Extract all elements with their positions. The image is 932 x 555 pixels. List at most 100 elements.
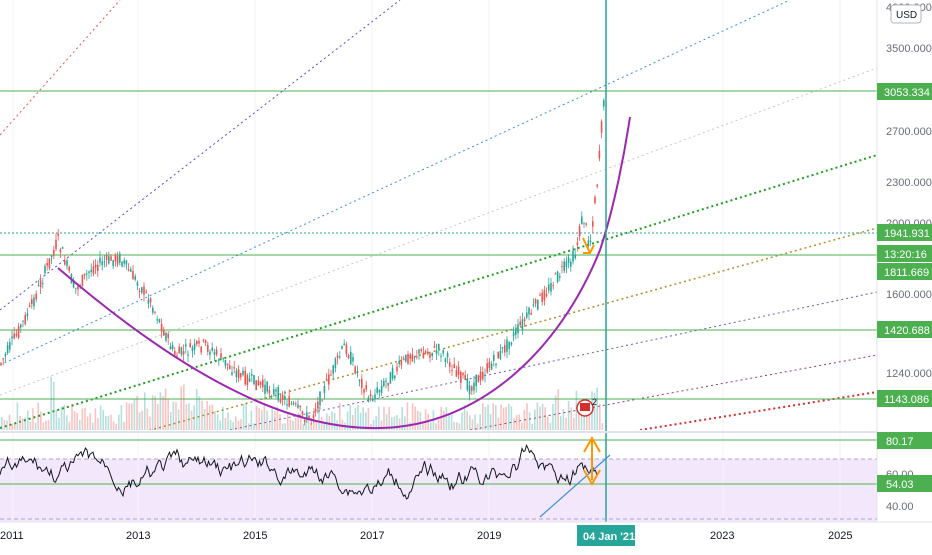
candle-body	[39, 280, 42, 288]
volume-bar	[508, 403, 510, 430]
candle-body	[429, 353, 431, 358]
candle-body	[156, 319, 158, 321]
candle-body	[356, 371, 359, 373]
candle-body	[28, 305, 31, 307]
volume-bar	[232, 422, 234, 430]
candle-body	[121, 261, 123, 267]
volume-bar	[66, 415, 68, 430]
volume-bar	[146, 408, 149, 430]
candle-body	[543, 289, 546, 301]
countdown-label: 13:20:16	[884, 249, 927, 261]
volume-bar	[115, 423, 117, 430]
candle-body	[438, 344, 440, 350]
volume-bar	[11, 423, 13, 430]
volume-bar	[92, 422, 94, 430]
candle-body	[83, 273, 86, 276]
event-badge[interactable]: 2	[576, 397, 597, 417]
volume-bar	[406, 402, 409, 430]
candle-body	[460, 371, 462, 383]
volume-bar	[562, 409, 565, 430]
candle-body	[354, 366, 356, 374]
time-axis[interactable]	[0, 522, 932, 550]
candle-body	[306, 412, 308, 420]
volume-bar	[391, 417, 393, 430]
volume-bar	[193, 405, 195, 430]
candle-body	[75, 287, 77, 289]
volume-bar	[222, 406, 224, 430]
candle-body	[189, 343, 191, 348]
candle-body	[526, 312, 528, 318]
volume-bar	[466, 411, 468, 430]
volume-bar	[240, 418, 242, 430]
volume-bar	[274, 410, 276, 430]
price-labels: 3053.334 1941.931 13:20:16 1811.669 1420…	[877, 83, 932, 492]
candle-body	[559, 276, 561, 278]
candle-body	[449, 362, 451, 367]
candle-body	[427, 351, 429, 355]
volume-bar	[42, 422, 45, 430]
event-badge-count: 2	[592, 397, 597, 407]
volume-bar	[297, 412, 299, 430]
volume-bar	[482, 403, 484, 430]
candle-body	[266, 381, 268, 392]
volume-bar	[523, 409, 526, 430]
candle-body	[532, 304, 535, 306]
candle-body	[68, 266, 70, 271]
volume-bar	[419, 412, 422, 430]
volume-bar	[53, 381, 55, 430]
currency-badge[interactable]: USD	[890, 4, 922, 24]
candle-body	[321, 400, 323, 402]
volume-bar	[185, 404, 188, 430]
price-series	[0, 98, 605, 426]
volume-bar	[133, 398, 136, 430]
volume-bar	[393, 416, 396, 430]
volume-bar	[552, 403, 554, 430]
volume-bar	[411, 403, 414, 430]
candle-body	[405, 354, 407, 362]
candle-body	[279, 399, 282, 403]
candle-body	[57, 233, 59, 236]
volume-bar	[128, 403, 130, 430]
current-date-label-bg	[577, 525, 635, 546]
candle-body	[90, 269, 92, 273]
candle-body	[281, 395, 284, 401]
candle-body	[380, 385, 383, 393]
candle-body	[490, 363, 493, 370]
candle-body	[589, 240, 592, 242]
volume-bar	[229, 419, 232, 430]
candle-body	[512, 332, 515, 337]
volume-bar	[29, 421, 32, 430]
volume-bar	[534, 409, 536, 430]
volume-bar	[580, 402, 583, 430]
volume-bar	[27, 410, 29, 430]
fan-line-green	[0, 154, 877, 429]
candle-body	[572, 250, 574, 262]
x-tick: 2025	[828, 530, 852, 542]
volume-bar	[500, 404, 502, 430]
volume-bar	[515, 415, 518, 430]
candle-body	[92, 266, 95, 274]
fan-line-red	[0, 0, 121, 136]
volume-bar	[294, 417, 297, 430]
candle-body	[600, 121, 603, 133]
candle-body	[455, 370, 458, 377]
candle-body	[59, 249, 62, 253]
candle-body	[288, 396, 290, 407]
candle-body	[244, 370, 246, 385]
candle-body	[345, 344, 348, 355]
candle-body	[99, 257, 101, 263]
volume-bar	[255, 406, 258, 430]
volume-bar	[388, 406, 390, 430]
candle-body	[328, 374, 330, 385]
candle-body	[418, 349, 420, 354]
candle-body	[33, 297, 35, 307]
volume-bar	[599, 403, 601, 430]
candle-body	[222, 357, 224, 360]
candle-body	[420, 349, 422, 352]
volume-bar	[180, 386, 182, 430]
volume-bar	[170, 412, 172, 430]
volume-bar	[271, 408, 273, 430]
volume-bar	[339, 402, 341, 430]
